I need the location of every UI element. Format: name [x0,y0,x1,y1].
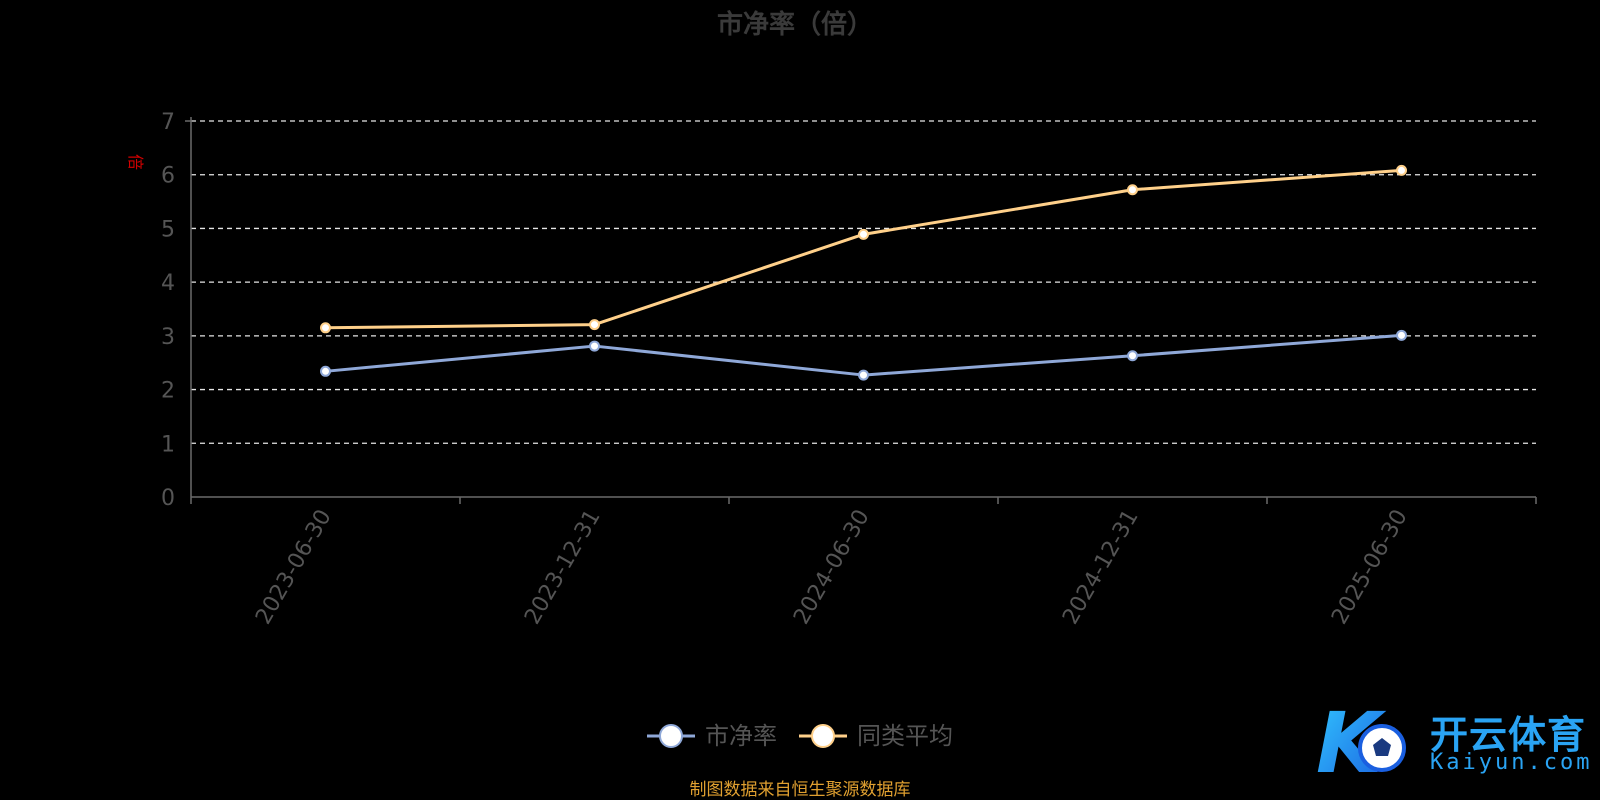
logo-text-en: Kaiyun.com [1430,750,1593,775]
series-lines [320,164,1407,381]
y-tick-label: 4 [161,271,175,296]
y-tick-label: 3 [161,325,175,350]
x-tick-label: 2025-06-30 [1327,506,1413,629]
x-tick-label: 2024-06-30 [789,506,875,629]
series-line-1 [325,168,1402,330]
kaiyun-logo: K 开云体育 Kaiyun.com [1312,694,1593,792]
y-tick-label: 2 [161,379,175,404]
x-tick-label: 2024-12-31 [1058,506,1144,629]
data-point[interactable] [589,319,600,331]
series-line-0 [325,333,1402,377]
x-tick-label: 2023-12-31 [520,506,606,629]
grid-lines [191,120,1536,444]
y-tick-label: 6 [161,164,175,189]
data-point[interactable] [858,228,869,240]
logo-text-cn: 开云体育 [1430,713,1587,757]
legend-item-1[interactable]: 同类平均 [799,722,953,750]
data-point[interactable] [320,365,331,377]
legend-label: 市净率 [705,722,777,750]
y-tick-label: 0 [161,486,175,511]
legend-label: 同类平均 [857,722,953,750]
chart-title: 市净率（倍） [717,9,873,40]
x-tick-label: 2023-06-30 [251,506,337,629]
legend-marker [659,724,683,748]
y-axis-label: 倍 [126,154,145,170]
data-point[interactable] [1127,350,1138,362]
y-tick-label: 7 [161,110,175,135]
source-note: 制图数据来自恒生聚源数据库 [690,780,911,800]
y-tick-label: 1 [161,432,175,457]
legend[interactable]: 市净率 同类平均 [647,722,953,750]
logo-mark-icon: K [1316,694,1406,792]
data-point[interactable] [1396,329,1407,341]
axes: 0 1 2 3 4 5 6 7 2023-06-30 2023-12-31 2024-06-30 20… [161,110,1537,629]
data-point[interactable] [589,340,600,352]
y-tick-label: 5 [161,217,175,242]
data-point[interactable] [320,322,331,334]
legend-marker [811,724,835,748]
data-point[interactable] [1396,164,1407,176]
data-point[interactable] [858,369,869,381]
legend-item-0[interactable]: 市净率 [647,722,777,750]
data-point[interactable] [1127,184,1138,196]
